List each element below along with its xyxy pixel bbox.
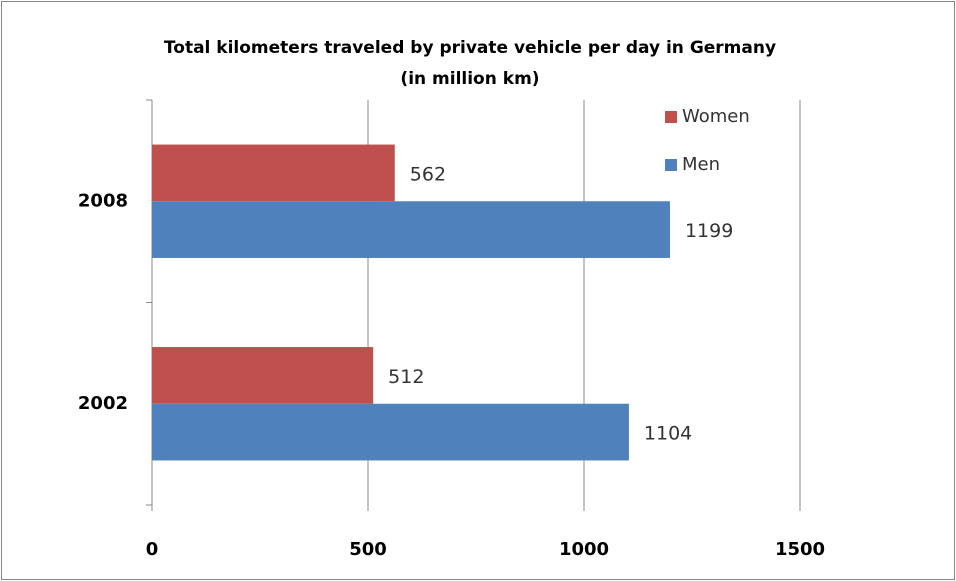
legend-label: Women [682, 106, 750, 127]
x-tick-label: 1500 [775, 539, 825, 560]
bar [152, 201, 670, 258]
value-label: 1199 [685, 220, 733, 242]
bar [152, 347, 374, 404]
y-tick-label: 2008 [78, 190, 128, 211]
value-label: 562 [410, 163, 446, 185]
x-tick-label: 500 [349, 539, 387, 560]
bar [152, 144, 395, 202]
value-label: 512 [388, 366, 424, 388]
chart-subtitle: (in million km) [400, 69, 539, 89]
value-label: 1104 [644, 423, 692, 445]
y-tick-label: 2002 [78, 393, 128, 414]
legend-label: Men [682, 154, 720, 175]
x-tick-label: 0 [146, 539, 159, 560]
legend-swatch [665, 111, 677, 123]
legend-swatch [665, 159, 677, 171]
chart-title: Total kilometers traveled by private veh… [164, 38, 776, 58]
x-tick-label: 1000 [559, 539, 609, 560]
bar [152, 403, 629, 461]
